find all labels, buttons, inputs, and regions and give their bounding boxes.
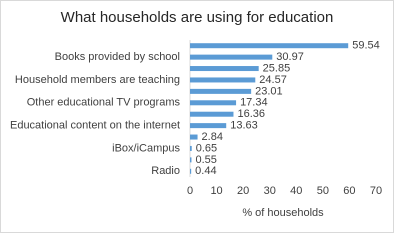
value-label: 59.54	[352, 40, 380, 52]
y-tick-label: Books provided by school	[55, 51, 180, 63]
bar	[190, 134, 198, 140]
x-tick-label: 30	[264, 185, 276, 197]
bar	[190, 157, 192, 163]
bar	[190, 88, 252, 94]
bar	[190, 168, 192, 174]
y-tick-label: Other educational TV programs	[27, 97, 181, 109]
value-label: 17.34	[240, 97, 268, 109]
value-label: 24.57	[259, 74, 287, 86]
bar	[190, 100, 237, 106]
value-label: 13.63	[230, 120, 258, 132]
x-tick-label: 0	[187, 185, 193, 197]
value-label: 0.44	[195, 165, 216, 177]
bar	[190, 77, 256, 83]
bar	[190, 111, 234, 117]
y-tick-label: iBox/iCampus	[112, 142, 180, 154]
x-tick-label: 70	[370, 185, 382, 197]
chart: What households are using for education …	[0, 0, 394, 233]
x-axis-title: % of households	[242, 207, 324, 219]
x-tick-label: 60	[343, 185, 355, 197]
bar	[190, 145, 192, 151]
y-tick-label: Radio	[151, 165, 180, 177]
x-tick-label: 50	[317, 185, 329, 197]
value-label: 30.97	[276, 51, 304, 63]
x-tick-label: 20	[237, 185, 249, 197]
value-label: 2.84	[202, 131, 223, 143]
value-label: 23.01	[255, 85, 283, 97]
value-label: 25.85	[263, 62, 291, 74]
value-label: 16.36	[237, 108, 265, 120]
bar	[190, 54, 273, 60]
x-tick-label: 10	[210, 185, 222, 197]
y-tick-label: Educational content on the internet	[10, 120, 180, 132]
bar	[190, 66, 259, 72]
chart-title: What households are using for education	[61, 9, 334, 26]
value-label: 0.65	[196, 142, 217, 154]
bar	[190, 43, 349, 49]
value-label: 0.55	[195, 154, 216, 166]
x-tick-label: 40	[290, 185, 302, 197]
bar	[190, 123, 227, 129]
y-tick-label: Household members are teaching	[15, 74, 180, 86]
